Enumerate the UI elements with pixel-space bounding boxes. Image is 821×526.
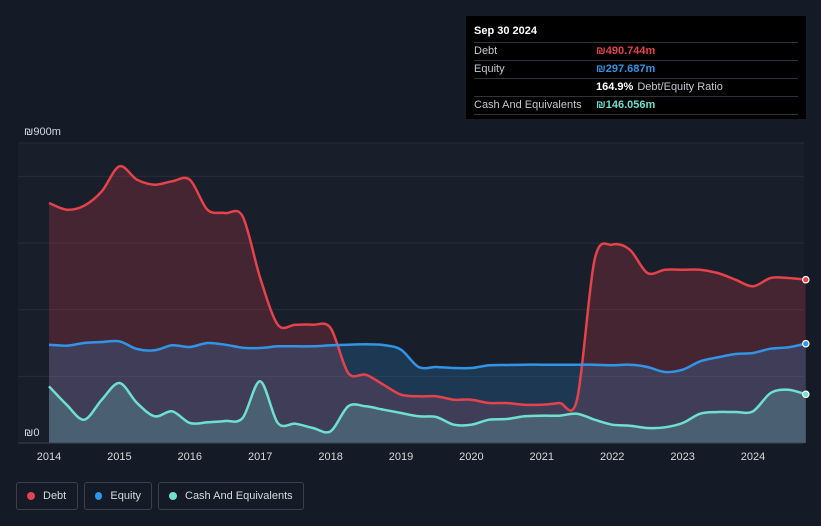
x-tick-label: 2023 <box>670 451 694 463</box>
equity-endpoint <box>801 339 810 348</box>
debt-dot-icon <box>27 492 35 500</box>
tooltip-equity-value: ₪297.687m <box>596 63 656 75</box>
debt-line <box>48 164 806 412</box>
tooltip-row-ratio: 164.9% Debt/Equity Ratio <box>474 78 798 96</box>
x-tick-label: 2015 <box>107 451 131 463</box>
series-endpoints <box>801 275 810 399</box>
tooltip-panel: Sep 30 2024 Debt ₪490.744m Equity ₪297.6… <box>466 16 806 119</box>
tooltip-date: Sep 30 2024 <box>474 25 537 37</box>
equity-line <box>48 339 807 374</box>
x-tick-label: 2019 <box>389 451 413 463</box>
x-tick-label: 2014 <box>37 451 61 463</box>
legend-item-debt[interactable]: Debt <box>16 482 78 510</box>
cash-dot-icon <box>169 492 177 500</box>
legend-debt-label: Debt <box>43 490 67 502</box>
cash-endpoint <box>801 390 810 399</box>
tooltip-ratio-value: 164.9% <box>596 81 634 93</box>
tooltip-row-equity: Equity ₪297.687m <box>474 60 798 78</box>
x-tick-label: 2021 <box>530 451 554 463</box>
tooltip-ratio-label: Debt/Equity Ratio <box>637 81 723 93</box>
tooltip-cash-label: Cash And Equivalents <box>474 99 582 111</box>
legend-cash-label: Cash And Equivalents <box>185 490 293 502</box>
x-tick-label: 2016 <box>178 451 202 463</box>
x-tick-label: 2022 <box>600 451 624 463</box>
tooltip-equity-label: Equity <box>474 63 505 75</box>
x-tick-label: 2024 <box>741 451 765 463</box>
cash-line <box>48 380 807 434</box>
tooltip-row-debt: Debt ₪490.744m <box>474 42 798 60</box>
legend-item-cash[interactable]: Cash And Equivalents <box>158 482 304 510</box>
x-tick-label: 2017 <box>248 451 272 463</box>
equity-area <box>49 340 806 443</box>
legend-equity-label: Equity <box>110 490 141 502</box>
plot-background <box>18 143 804 443</box>
debt-area <box>49 166 806 443</box>
x-tick-label: 2020 <box>459 451 483 463</box>
debt-endpoint <box>801 275 810 284</box>
legend-item-equity[interactable]: Equity <box>84 482 152 510</box>
tooltip-cash-value: ₪146.056m <box>596 99 656 111</box>
cash-area <box>49 381 806 443</box>
equity-dot-icon <box>95 492 103 500</box>
series-lines <box>48 164 807 434</box>
y-tick-label-zero: ₪0 <box>24 427 39 439</box>
tooltip-debt-label: Debt <box>474 45 498 57</box>
tooltip-debt-value: ₪490.744m <box>596 45 656 57</box>
x-tick-label: 2018 <box>318 451 342 463</box>
series-areas <box>49 166 806 443</box>
tooltip-row-cash: Cash And Equivalents ₪146.056m <box>474 96 798 115</box>
y-tick-label-max: ₪900m <box>24 126 61 138</box>
x-tick-labels: 2014 2015 2016 2017 2018 2019 2020 2021 2022 2023… <box>37 451 765 463</box>
